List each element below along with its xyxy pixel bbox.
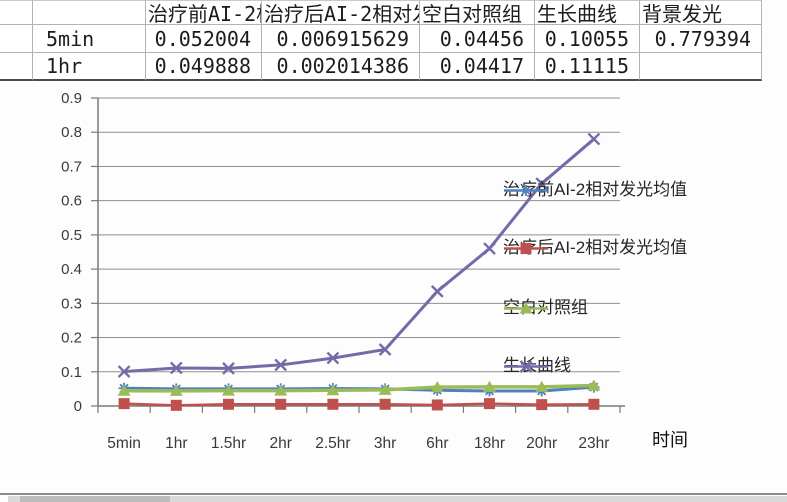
bottom-divider	[0, 493, 787, 495]
series-marker-triangle	[274, 384, 288, 396]
y-axis-label: 0.1	[61, 364, 82, 381]
y-axis-label: 0.6	[61, 193, 82, 210]
table-header-cell[interactable]: 空白对照组	[420, 0, 535, 25]
x-axis-label: 1.5hr	[211, 435, 246, 452]
table-row-gutter[interactable]	[0, 25, 33, 53]
table-cell[interactable]	[640, 53, 762, 81]
legend-item[interactable]: 生长曲线	[503, 352, 689, 379]
series-line-3	[123, 137, 595, 374]
legend-triangle-icon	[504, 302, 548, 314]
y-axis-label: 0.7	[61, 158, 82, 175]
table-cell[interactable]: 0.779394	[640, 25, 762, 53]
table-row-gutter[interactable]	[0, 53, 33, 81]
series-marker-square	[170, 399, 182, 411]
series-marker-triangle	[519, 302, 533, 314]
series-marker-x	[519, 360, 533, 373]
series-marker-x	[483, 242, 496, 255]
series-marker-star	[521, 185, 531, 196]
series-marker-x	[117, 365, 131, 378]
series-marker-square	[588, 398, 600, 410]
table-cell[interactable]: 0.002014386	[262, 53, 420, 81]
series-marker-x	[274, 358, 288, 372]
scrollbar-track-fragment	[8, 496, 787, 502]
legend-star-icon	[504, 185, 548, 196]
table-cell[interactable]: 0.04417	[420, 53, 535, 81]
series-marker-square	[223, 398, 234, 410]
y-axis-label: 0.9	[61, 90, 82, 107]
scrollbar-thumb-fragment[interactable]	[20, 496, 170, 502]
growth-chart[interactable]: 0 0.1 0.2 0.3 0.4 0.5 0.6 0.7 0.8 0.9 5min 1hr 1.5hr…	[0, 86, 787, 488]
series-marker-square	[431, 399, 443, 411]
series-marker-x	[326, 351, 340, 365]
legend-label: 治疗前AI-2相对发光均值	[503, 180, 688, 199]
series-marker-triangle	[587, 379, 601, 391]
series-marker-x	[222, 362, 235, 375]
legend-item[interactable]: 治疗前AI-2相对发光均值	[503, 176, 689, 203]
y-axis-label: 0.8	[61, 124, 82, 141]
y-axis-label: 0.5	[61, 227, 82, 244]
series-marker-x	[378, 343, 392, 356]
x-axis-label: 3hr	[374, 435, 396, 452]
legend-x-icon	[504, 360, 548, 373]
series-marker-x	[535, 177, 549, 190]
series-marker-triangle	[378, 383, 392, 395]
table-row-label[interactable]: 5min	[33, 25, 146, 53]
table-cell[interactable]: 0.049888	[146, 53, 262, 81]
series-marker-x	[587, 132, 601, 146]
chart-area[interactable]: 0 0.1 0.2 0.3 0.4 0.5 0.6 0.7 0.8 0.9 5min 1hr 1.5hr…	[0, 86, 787, 488]
legend-item[interactable]: 空白对照组	[503, 294, 689, 321]
legend-item[interactable]: 治疗后AI-2相对发光均值	[503, 234, 689, 261]
series-marker-triangle	[326, 384, 340, 396]
y-axis-label: 0	[74, 398, 82, 415]
table-cell[interactable]: 0.11115	[535, 53, 640, 81]
y-axis-label: 0.3	[61, 295, 82, 312]
table-header-cell[interactable]: 背景发光	[640, 0, 762, 25]
series-marker-square	[275, 398, 287, 410]
series-line-1	[124, 402, 594, 407]
series-marker-square	[536, 399, 548, 411]
table-cell[interactable]: 0.10055	[535, 25, 640, 53]
table-header-cell[interactable]: 生长曲线	[535, 0, 640, 25]
legend-label: 治疗后AI-2相对发光均值	[503, 238, 688, 257]
x-axis-label: 18hr	[474, 435, 505, 452]
series-marker-square	[484, 398, 495, 410]
series-marker-square	[379, 398, 391, 410]
x-axis-label: 5min	[107, 435, 141, 452]
x-axis-title: 时间	[652, 430, 688, 450]
series-marker-triangle	[169, 384, 183, 396]
series-marker-triangle	[222, 384, 235, 396]
y-axis-label: 0.2	[61, 330, 82, 347]
x-axis-label: 20hr	[526, 435, 557, 452]
series-marker-square	[327, 398, 339, 410]
table-cell[interactable]: 0.04456	[420, 25, 535, 53]
x-axis-label: 6hr	[426, 435, 448, 452]
x-axis-label: 23hr	[578, 435, 609, 452]
x-axis-label: 2hr	[269, 435, 291, 452]
legend-square-icon	[504, 243, 548, 254]
series-marker-triangle	[535, 380, 549, 392]
table-header-cell[interactable]: 治疗后AI-2相对发光均值	[262, 0, 420, 25]
table-cell[interactable]: 0.052004	[146, 25, 262, 53]
x-axis-label: 1hr	[165, 435, 187, 452]
table-cell[interactable]: 0.006915629	[262, 25, 420, 53]
table-header-empty[interactable]	[33, 0, 146, 25]
series-marker-triangle	[483, 380, 496, 392]
y-axis-label: 0.4	[61, 261, 82, 278]
x-axis-label: 2.5hr	[315, 435, 350, 452]
table-row-label[interactable]: 1hr	[33, 53, 146, 81]
series-marker-x	[169, 361, 183, 375]
table-header-empty[interactable]	[0, 0, 33, 25]
series-marker-x	[430, 285, 444, 298]
series-marker-square	[118, 398, 130, 410]
series-marker-triangle	[430, 381, 444, 393]
series-line-2	[124, 383, 594, 393]
series-marker-square	[520, 243, 532, 254]
table-header-cell[interactable]: 治疗前AI-2相对发光均值	[146, 0, 262, 25]
series-marker-triangle	[117, 384, 131, 396]
